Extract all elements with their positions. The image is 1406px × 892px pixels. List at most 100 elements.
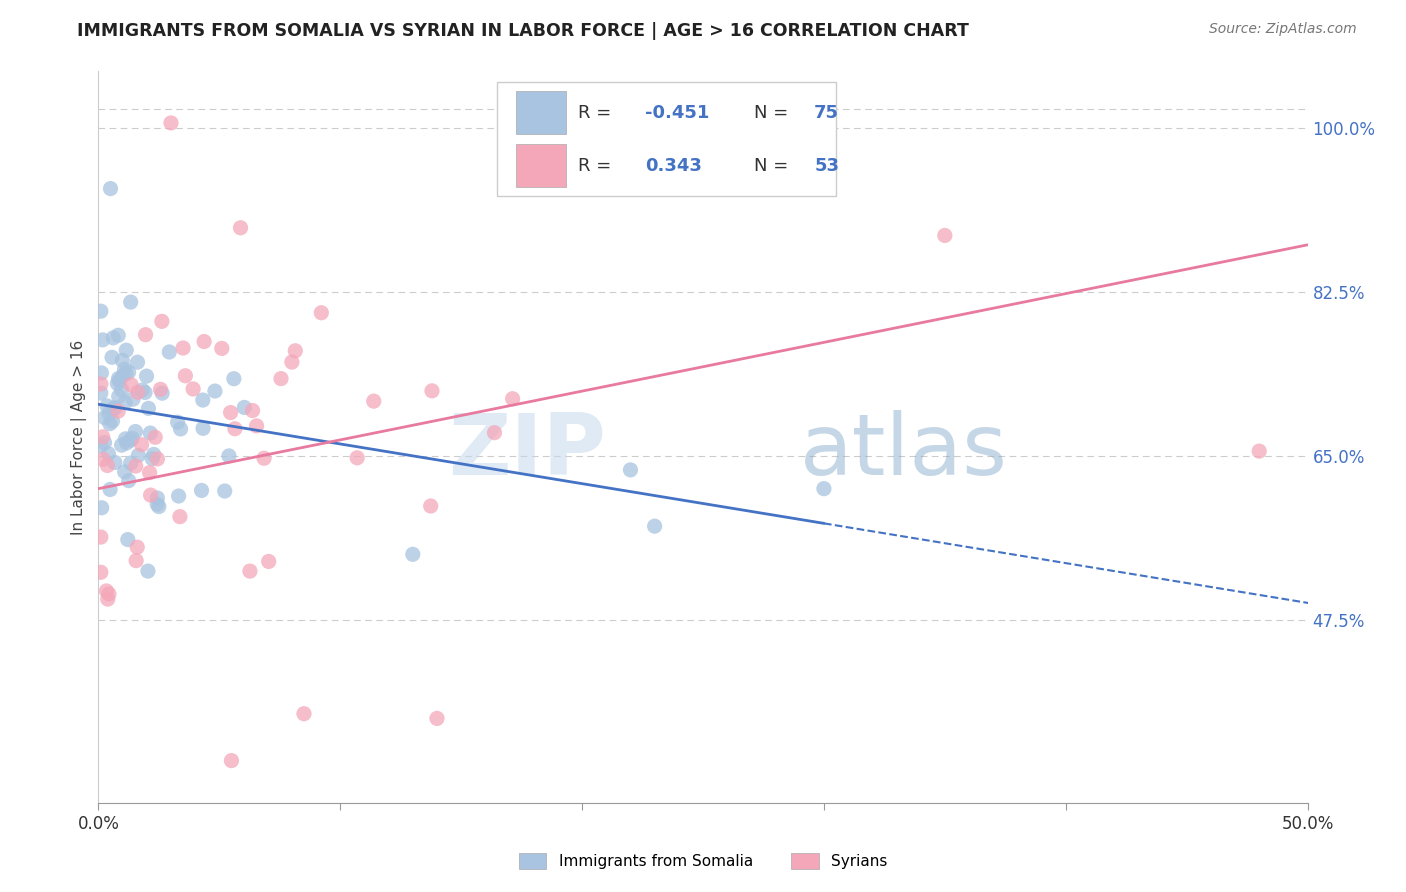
Point bbox=[204, 384, 226, 398]
Point bbox=[191, 392, 214, 407]
Point bbox=[146, 497, 169, 511]
Point bbox=[281, 355, 304, 369]
Point bbox=[91, 333, 114, 347]
Point bbox=[219, 406, 242, 420]
Point bbox=[97, 447, 120, 461]
Point bbox=[114, 432, 136, 446]
Point bbox=[93, 410, 115, 425]
Point bbox=[245, 418, 267, 433]
Point bbox=[214, 483, 236, 498]
Point bbox=[96, 458, 118, 473]
Point bbox=[114, 465, 136, 479]
Point bbox=[134, 385, 156, 400]
Point bbox=[157, 345, 180, 359]
Point bbox=[150, 386, 173, 401]
Point bbox=[211, 342, 233, 356]
Point bbox=[120, 377, 142, 392]
Point bbox=[181, 382, 204, 396]
Point bbox=[98, 417, 121, 431]
Point bbox=[90, 439, 112, 453]
Point bbox=[125, 554, 148, 568]
Point bbox=[270, 371, 292, 385]
Point bbox=[97, 587, 120, 601]
Point bbox=[115, 436, 138, 450]
Point bbox=[90, 366, 112, 380]
Point bbox=[96, 399, 118, 413]
Point bbox=[346, 450, 368, 465]
Point bbox=[138, 401, 160, 416]
Point bbox=[190, 483, 212, 498]
Point bbox=[191, 421, 214, 435]
Point bbox=[107, 404, 129, 418]
Point bbox=[150, 314, 173, 328]
Point bbox=[91, 452, 114, 467]
Point bbox=[100, 181, 122, 195]
Point bbox=[139, 488, 162, 502]
Text: -0.451: -0.451 bbox=[645, 103, 710, 121]
Point bbox=[222, 372, 245, 386]
Text: 53: 53 bbox=[814, 156, 839, 175]
Point bbox=[174, 368, 197, 383]
Point bbox=[420, 384, 443, 398]
Point bbox=[253, 451, 276, 466]
Point bbox=[166, 415, 188, 429]
Point bbox=[98, 483, 121, 497]
Point bbox=[160, 116, 183, 130]
FancyBboxPatch shape bbox=[516, 144, 567, 187]
Point bbox=[934, 228, 956, 243]
Point bbox=[97, 592, 120, 607]
Point bbox=[97, 406, 120, 420]
Y-axis label: In Labor Force | Age > 16: In Labor Force | Age > 16 bbox=[72, 340, 87, 534]
Text: N =: N = bbox=[754, 156, 794, 175]
Point bbox=[142, 447, 165, 461]
Point bbox=[233, 401, 256, 415]
Point bbox=[127, 355, 149, 369]
Point bbox=[135, 327, 157, 342]
Point bbox=[484, 425, 506, 440]
Point bbox=[105, 376, 128, 391]
Point bbox=[90, 566, 112, 580]
Point bbox=[107, 389, 129, 403]
Point bbox=[120, 295, 142, 310]
Point bbox=[146, 491, 169, 505]
Point bbox=[101, 351, 124, 365]
Point bbox=[139, 426, 162, 441]
Point bbox=[141, 451, 163, 466]
Point bbox=[218, 449, 240, 463]
Point bbox=[149, 383, 172, 397]
Point bbox=[103, 401, 125, 415]
Text: ZIP: ZIP bbox=[449, 410, 606, 493]
Point bbox=[148, 500, 170, 514]
Point bbox=[110, 438, 132, 452]
Point bbox=[131, 438, 153, 452]
Point bbox=[229, 220, 252, 235]
Point bbox=[239, 564, 262, 578]
Point bbox=[402, 547, 425, 561]
Point bbox=[193, 334, 215, 349]
Text: 75: 75 bbox=[814, 103, 839, 121]
Point bbox=[169, 422, 191, 436]
Point bbox=[104, 455, 127, 469]
Point bbox=[172, 341, 194, 355]
Point bbox=[419, 499, 441, 513]
Point bbox=[114, 395, 136, 409]
Point bbox=[224, 422, 246, 436]
Point bbox=[138, 466, 160, 480]
Point bbox=[121, 431, 143, 445]
Point bbox=[284, 343, 307, 358]
Point bbox=[426, 711, 449, 725]
Point bbox=[363, 394, 385, 409]
Text: 0.343: 0.343 bbox=[645, 156, 702, 175]
Point bbox=[91, 430, 114, 444]
Point bbox=[619, 463, 641, 477]
Point bbox=[90, 530, 112, 544]
Point bbox=[107, 371, 129, 385]
Point bbox=[120, 456, 142, 470]
Point bbox=[111, 353, 134, 368]
Point bbox=[114, 362, 136, 376]
Point bbox=[101, 414, 124, 428]
Point bbox=[90, 304, 112, 318]
Point bbox=[292, 706, 315, 721]
Point bbox=[90, 386, 112, 401]
Text: R =: R = bbox=[578, 103, 617, 121]
